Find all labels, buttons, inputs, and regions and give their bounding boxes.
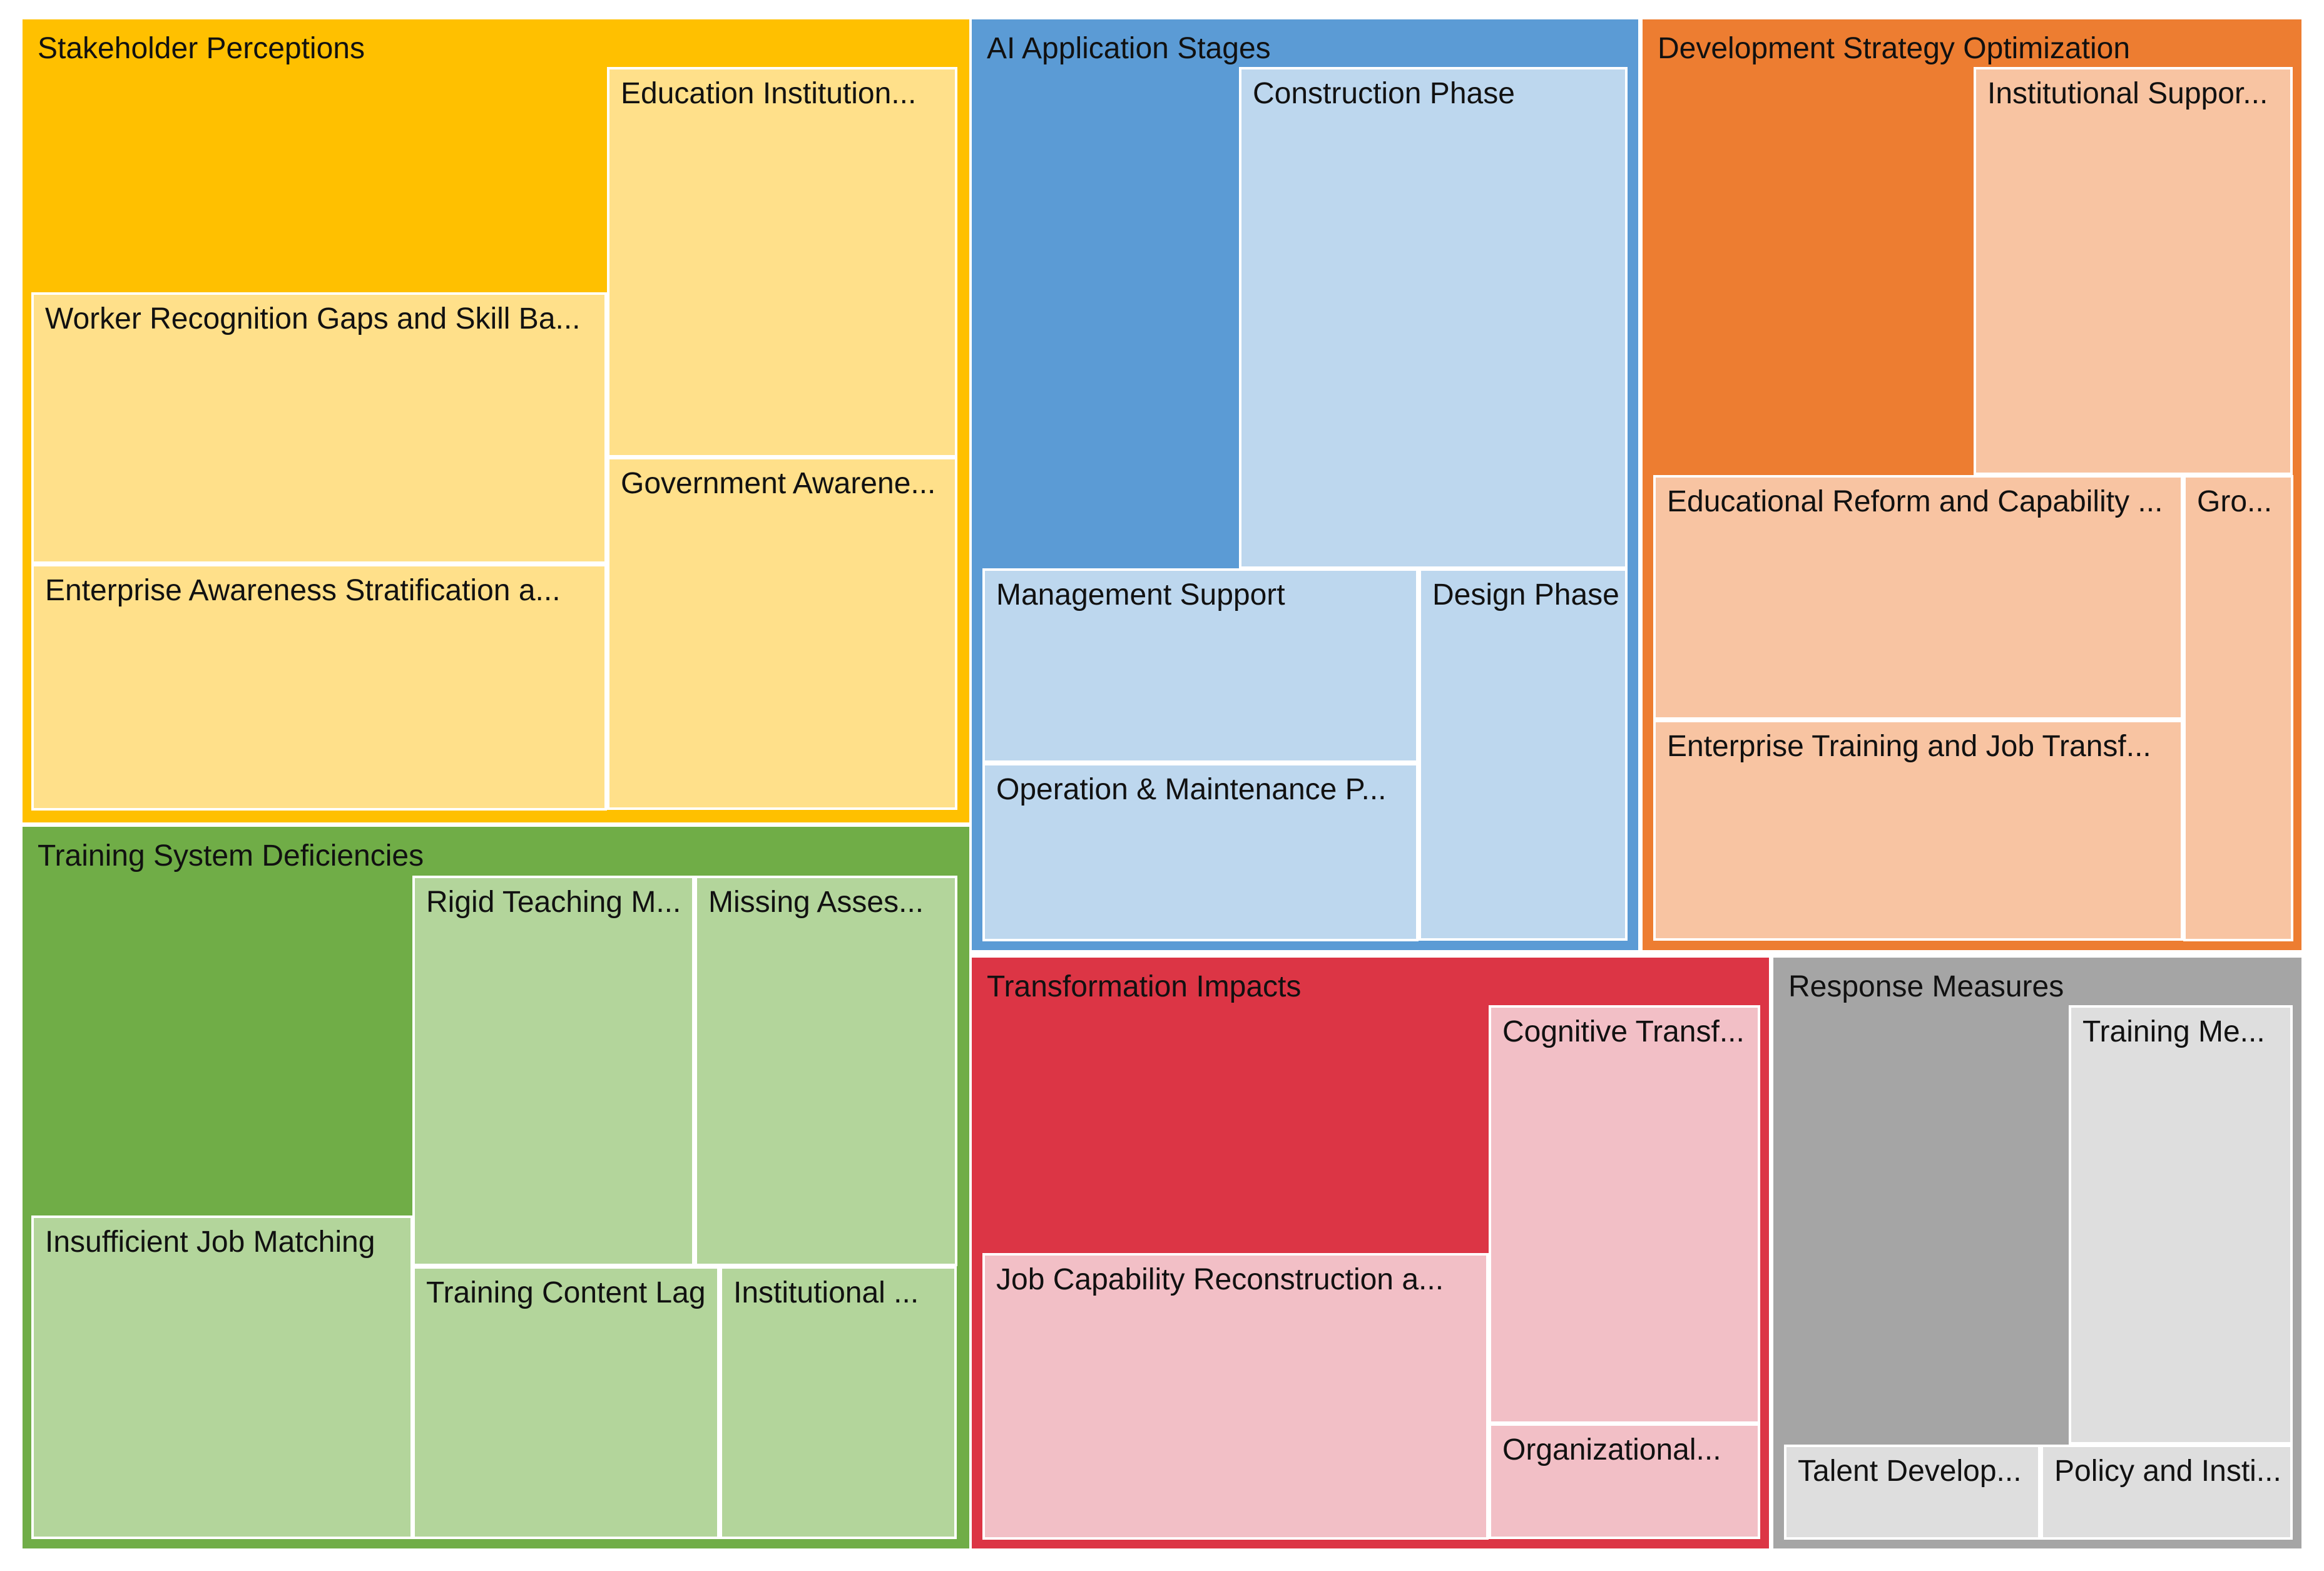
treemap-tile-label: Organizational...: [1502, 1433, 1721, 1466]
treemap-tile-label: Training Content Lag: [426, 1276, 706, 1309]
treemap-tile: Rigid Teaching M...: [412, 876, 695, 1266]
treemap-tile: Cognitive Transf...: [1489, 1005, 1760, 1424]
treemap-tile: Training Content Lag: [412, 1266, 720, 1539]
treemap-tile-label: Policy and Insti...: [2054, 1455, 2281, 1488]
treemap-group-label: Development Strategy Optimization: [1658, 32, 2131, 65]
treemap-tile: Gro...: [2183, 475, 2293, 941]
treemap-tile: Talent Develop...: [1784, 1445, 2041, 1540]
treemap-tile: Design Phase: [1419, 568, 1628, 941]
treemap-tile: Construction Phase: [1239, 67, 1628, 569]
treemap-tile-label: Enterprise Awareness Stratification a...: [45, 574, 561, 607]
treemap-tile: Educational Reform and Capability ...: [1653, 475, 2183, 720]
treemap-group-label: Transformation Impacts: [987, 970, 1302, 1003]
treemap-tile-label: Management Support: [996, 578, 1285, 612]
treemap-tile-label: Educational Reform and Capability ...: [1667, 485, 2163, 518]
treemap-tile: Job Capability Reconstruction a...: [982, 1253, 1489, 1540]
treemap-tile-label: Institutional Suppor...: [1987, 77, 2268, 110]
treemap-tile: Policy and Insti...: [2041, 1445, 2293, 1540]
treemap-tile-label: Cognitive Transf...: [1502, 1015, 1745, 1048]
treemap-tile: Worker Recognition Gaps and Skill Ba...: [31, 292, 607, 564]
treemap-tile: Operation & Maintenance P...: [982, 763, 1419, 941]
treemap-tile-label: Education Institution...: [621, 77, 917, 110]
treemap-group-label: AI Application Stages: [987, 32, 1271, 65]
treemap-group-label: Response Measures: [1788, 970, 2064, 1003]
treemap-tile-label: Job Capability Reconstruction a...: [996, 1263, 1444, 1296]
treemap-tile: Enterprise Training and Job Transf...: [1653, 720, 2183, 941]
treemap-tile: Government Awarene...: [607, 457, 957, 810]
treemap-tile-label: Insufficient Job Matching: [45, 1226, 375, 1259]
treemap-tile: Insufficient Job Matching: [31, 1215, 413, 1539]
treemap-tile-label: Enterprise Training and Job Transf...: [1667, 730, 2151, 763]
treemap-tile-label: Operation & Maintenance P...: [996, 773, 1387, 806]
treemap-tile-label: Training Me...: [2082, 1015, 2265, 1048]
treemap-tile: Organizational...: [1489, 1423, 1760, 1539]
treemap-tile-label: Missing Asses...: [708, 886, 924, 919]
treemap-tile: Enterprise Awareness Stratification a...: [31, 564, 607, 811]
treemap-tile: Missing Asses...: [695, 876, 957, 1266]
treemap-tile-label: Rigid Teaching M...: [426, 886, 681, 919]
treemap-tile-label: Institutional ...: [733, 1276, 919, 1309]
treemap-tile-label: Construction Phase: [1253, 77, 1515, 110]
treemap-group-label: Stakeholder Perceptions: [38, 32, 365, 65]
treemap-tile-label: Worker Recognition Gaps and Skill Ba...: [45, 302, 581, 335]
treemap-tile-label: Talent Develop...: [1798, 1455, 2022, 1488]
treemap-tile: Training Me...: [2069, 1005, 2293, 1445]
treemap-group-label: Training System Deficiencies: [38, 839, 424, 872]
treemap-tile: Institutional Suppor...: [1974, 67, 2293, 475]
treemap-tile-label: Government Awarene...: [621, 467, 936, 500]
treemap-tile: Education Institution...: [607, 67, 957, 458]
treemap-tile: Institutional ...: [720, 1266, 957, 1539]
treemap-tile-label: Gro...: [2197, 485, 2273, 518]
treemap-tile-label: Design Phase: [1432, 578, 1619, 612]
treemap-tile: Management Support: [982, 568, 1419, 763]
